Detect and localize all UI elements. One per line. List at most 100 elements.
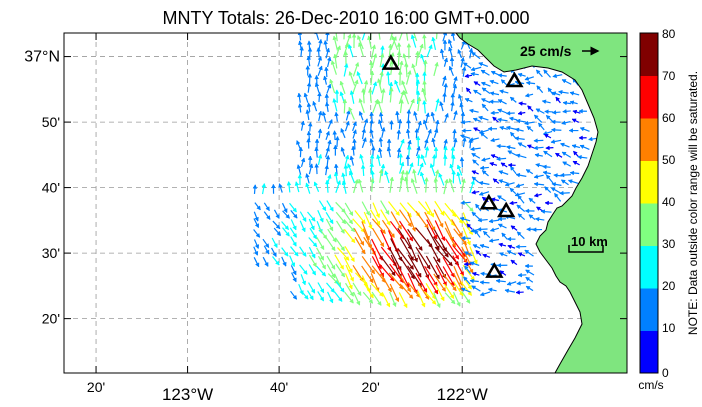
- current-vector: [545, 174, 554, 184]
- current-vector: [536, 206, 543, 212]
- current-vector: [413, 110, 418, 121]
- current-vector: [517, 194, 525, 204]
- current-vector: [378, 137, 384, 148]
- current-vector: [352, 282, 362, 296]
- cb-tick-40: 40: [662, 195, 676, 209]
- colorbar-frame: [639, 32, 659, 374]
- current-vector: [450, 101, 455, 112]
- current-vector: [308, 254, 317, 268]
- current-vector: [415, 246, 431, 270]
- current-vector: [306, 82, 312, 93]
- current-vector: [501, 232, 508, 240]
- current-vector: [318, 255, 327, 270]
- current-vector: [407, 162, 414, 175]
- current-vector: [363, 211, 373, 230]
- current-vector: [332, 35, 339, 51]
- current-vector: [417, 282, 430, 300]
- current-vector: [561, 120, 571, 126]
- current-vector: [415, 79, 421, 94]
- current-vector: [460, 178, 466, 193]
- current-vector: [417, 43, 424, 58]
- station-triangle-icon: [496, 201, 516, 218]
- current-vector: [397, 247, 414, 270]
- current-vector: [424, 211, 436, 232]
- current-vector: [354, 210, 366, 225]
- current-vector: [361, 33, 366, 41]
- current-vector: [422, 80, 427, 96]
- current-vector: [524, 208, 535, 214]
- current-vector: [361, 201, 370, 216]
- current-vector: [425, 112, 430, 123]
- current-vector: [306, 130, 312, 141]
- current-vector: [367, 88, 373, 104]
- current-vector: [472, 117, 481, 123]
- land-polygon: [455, 33, 627, 373]
- current-vector: [271, 237, 278, 249]
- current-vector: [334, 163, 339, 175]
- current-vector: [466, 223, 473, 230]
- current-vector: [361, 255, 376, 275]
- current-vector: [334, 254, 345, 270]
- current-vector: [399, 220, 414, 242]
- current-vector: [369, 177, 375, 192]
- distance-scale-line: [568, 245, 604, 253]
- current-vector: [396, 129, 402, 140]
- current-vector: [422, 119, 428, 130]
- current-vector: [406, 109, 412, 121]
- current-vector: [316, 236, 325, 251]
- current-vector: [359, 153, 365, 165]
- current-vector: [369, 162, 375, 175]
- current-vector: [560, 179, 569, 186]
- current-vector: [335, 263, 346, 278]
- current-vector: [497, 223, 507, 229]
- current-vector: [308, 282, 316, 294]
- current-vector: [415, 135, 421, 147]
- current-vector: [451, 169, 456, 184]
- current-vector: [460, 56, 465, 68]
- current-vector: [278, 183, 283, 193]
- current-vector: [443, 57, 449, 67]
- current-vector: [282, 227, 290, 237]
- current-vector: [253, 218, 260, 229]
- current-vector: [506, 281, 517, 286]
- current-vector: [498, 179, 508, 184]
- current-vector: [289, 255, 296, 268]
- map-title: MNTY Totals: 26-Dec-2010 16:00 GMT+0.000: [162, 8, 529, 28]
- current-vector: [542, 170, 551, 176]
- current-vector: [405, 154, 411, 166]
- current-vector: [488, 218, 500, 224]
- current-vector: [471, 189, 480, 195]
- current-vector: [399, 237, 415, 261]
- current-vector: [339, 80, 346, 95]
- current-vector: [317, 55, 323, 67]
- current-vector: [537, 122, 545, 131]
- current-vector: [380, 273, 392, 293]
- current-vector: [324, 101, 330, 112]
- current-vector: [543, 69, 551, 78]
- current-vector: [424, 291, 437, 305]
- colorbar-segment: [640, 288, 658, 331]
- current-vector: [389, 283, 400, 303]
- current-vector: [377, 119, 383, 130]
- current-vector: [424, 201, 435, 218]
- current-vector: [495, 278, 506, 284]
- current-vector: [344, 120, 350, 132]
- current-vector: [573, 150, 579, 157]
- current-vector: [413, 33, 418, 42]
- current-vector: [517, 213, 526, 220]
- current-vector: [479, 280, 490, 285]
- current-vector: [535, 69, 543, 78]
- current-vector: [343, 256, 353, 274]
- current-vector: [290, 246, 299, 257]
- current-vector: [376, 154, 381, 167]
- current-vector: [381, 292, 391, 308]
- current-vector: [406, 118, 411, 129]
- current-vector: [518, 101, 527, 106]
- current-vector: [405, 70, 412, 85]
- current-vector: [534, 153, 543, 158]
- current-vector: [588, 136, 597, 142]
- velocity-scale-label: 25 cm/s: [520, 43, 572, 59]
- current-vector: [433, 128, 439, 138]
- current-vector: [336, 220, 345, 234]
- current-vector: [471, 51, 481, 60]
